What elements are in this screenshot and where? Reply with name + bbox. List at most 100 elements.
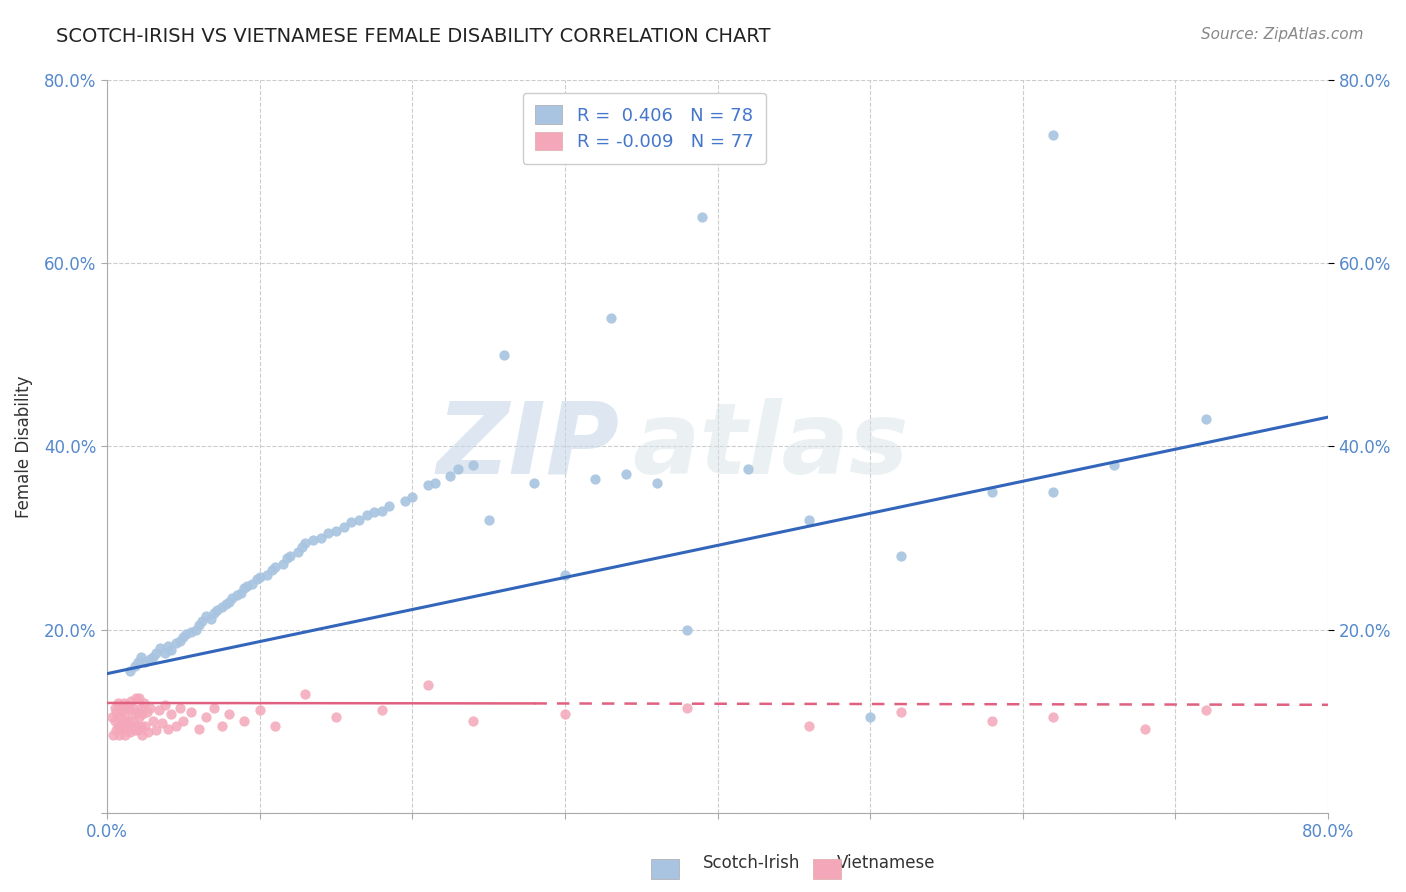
Point (180, 624, 202, 639)
Point (169, 633, 191, 648)
Point (114, 709, 136, 723)
Point (325, 524, 347, 538)
Point (463, 714, 485, 729)
Point (1195, 412, 1218, 426)
Point (105, 723, 128, 738)
Point (1042, 128, 1064, 142)
Point (439, 468, 461, 483)
Point (127, 705, 149, 719)
Point (184, 623, 207, 637)
Point (523, 476, 546, 491)
Point (100, 709, 122, 723)
Point (260, 563, 283, 577)
Point (187, 618, 209, 632)
Point (231, 586, 253, 600)
Point (363, 505, 385, 519)
Point (117, 714, 139, 729)
Point (302, 533, 325, 547)
Point (225, 588, 247, 602)
Point (110, 705, 132, 719)
Point (129, 719, 152, 733)
Point (105, 705, 128, 719)
Point (981, 714, 1004, 729)
Point (202, 606, 225, 620)
Point (240, 577, 263, 591)
Point (1104, 458, 1126, 472)
Point (554, 706, 576, 721)
Point (246, 572, 269, 586)
Point (797, 719, 820, 733)
Point (599, 311, 621, 326)
Point (160, 643, 183, 657)
Point (132, 696, 155, 710)
Point (221, 591, 243, 605)
Point (104, 714, 127, 729)
Point (131, 706, 153, 721)
Point (211, 719, 233, 733)
Point (737, 462, 759, 476)
Point (249, 703, 271, 717)
Point (447, 462, 470, 476)
Point (120, 694, 142, 708)
Point (1195, 703, 1218, 717)
Text: Source: ZipAtlas.com: Source: ZipAtlas.com (1201, 27, 1364, 42)
Point (142, 650, 165, 665)
Point (294, 535, 316, 549)
Point (492, 348, 515, 362)
Point (394, 494, 416, 508)
Point (278, 549, 301, 564)
Point (205, 602, 228, 616)
Point (332, 520, 354, 534)
Point (233, 714, 256, 729)
Point (294, 687, 316, 701)
Point (117, 700, 139, 714)
Point (202, 700, 225, 714)
Point (463, 458, 485, 472)
Point (176, 627, 198, 641)
Point (890, 705, 912, 719)
Point (149, 640, 172, 655)
Point (249, 569, 271, 583)
Point (676, 700, 699, 714)
Point (107, 696, 129, 710)
Point (236, 579, 259, 593)
Point (981, 485, 1004, 500)
Point (114, 728, 136, 742)
Point (128, 691, 150, 706)
Text: Scotch-Irish: Scotch-Irish (703, 855, 800, 872)
Point (153, 646, 176, 660)
Point (340, 515, 363, 529)
Point (118, 664, 141, 678)
Point (101, 728, 124, 742)
Point (142, 714, 165, 729)
Point (157, 722, 180, 736)
Point (676, 623, 699, 637)
Point (187, 722, 209, 736)
Point (218, 706, 240, 721)
Point (264, 719, 287, 733)
Point (129, 650, 152, 665)
Point (291, 540, 314, 554)
Point (859, 709, 882, 723)
Point (690, 211, 713, 225)
Point (645, 476, 668, 491)
Point (111, 700, 134, 714)
Point (347, 513, 370, 527)
Point (157, 639, 180, 653)
Point (169, 700, 191, 714)
Point (416, 678, 439, 692)
Point (118, 703, 141, 717)
Point (356, 508, 378, 523)
Point (134, 655, 156, 669)
Point (264, 560, 287, 574)
Point (478, 513, 501, 527)
Point (139, 700, 162, 714)
Point (172, 714, 194, 729)
Point (127, 655, 149, 669)
Point (111, 719, 134, 733)
Point (180, 705, 202, 719)
Point (112, 714, 135, 729)
Point (129, 700, 152, 714)
Point (425, 476, 447, 491)
Point (139, 652, 162, 666)
